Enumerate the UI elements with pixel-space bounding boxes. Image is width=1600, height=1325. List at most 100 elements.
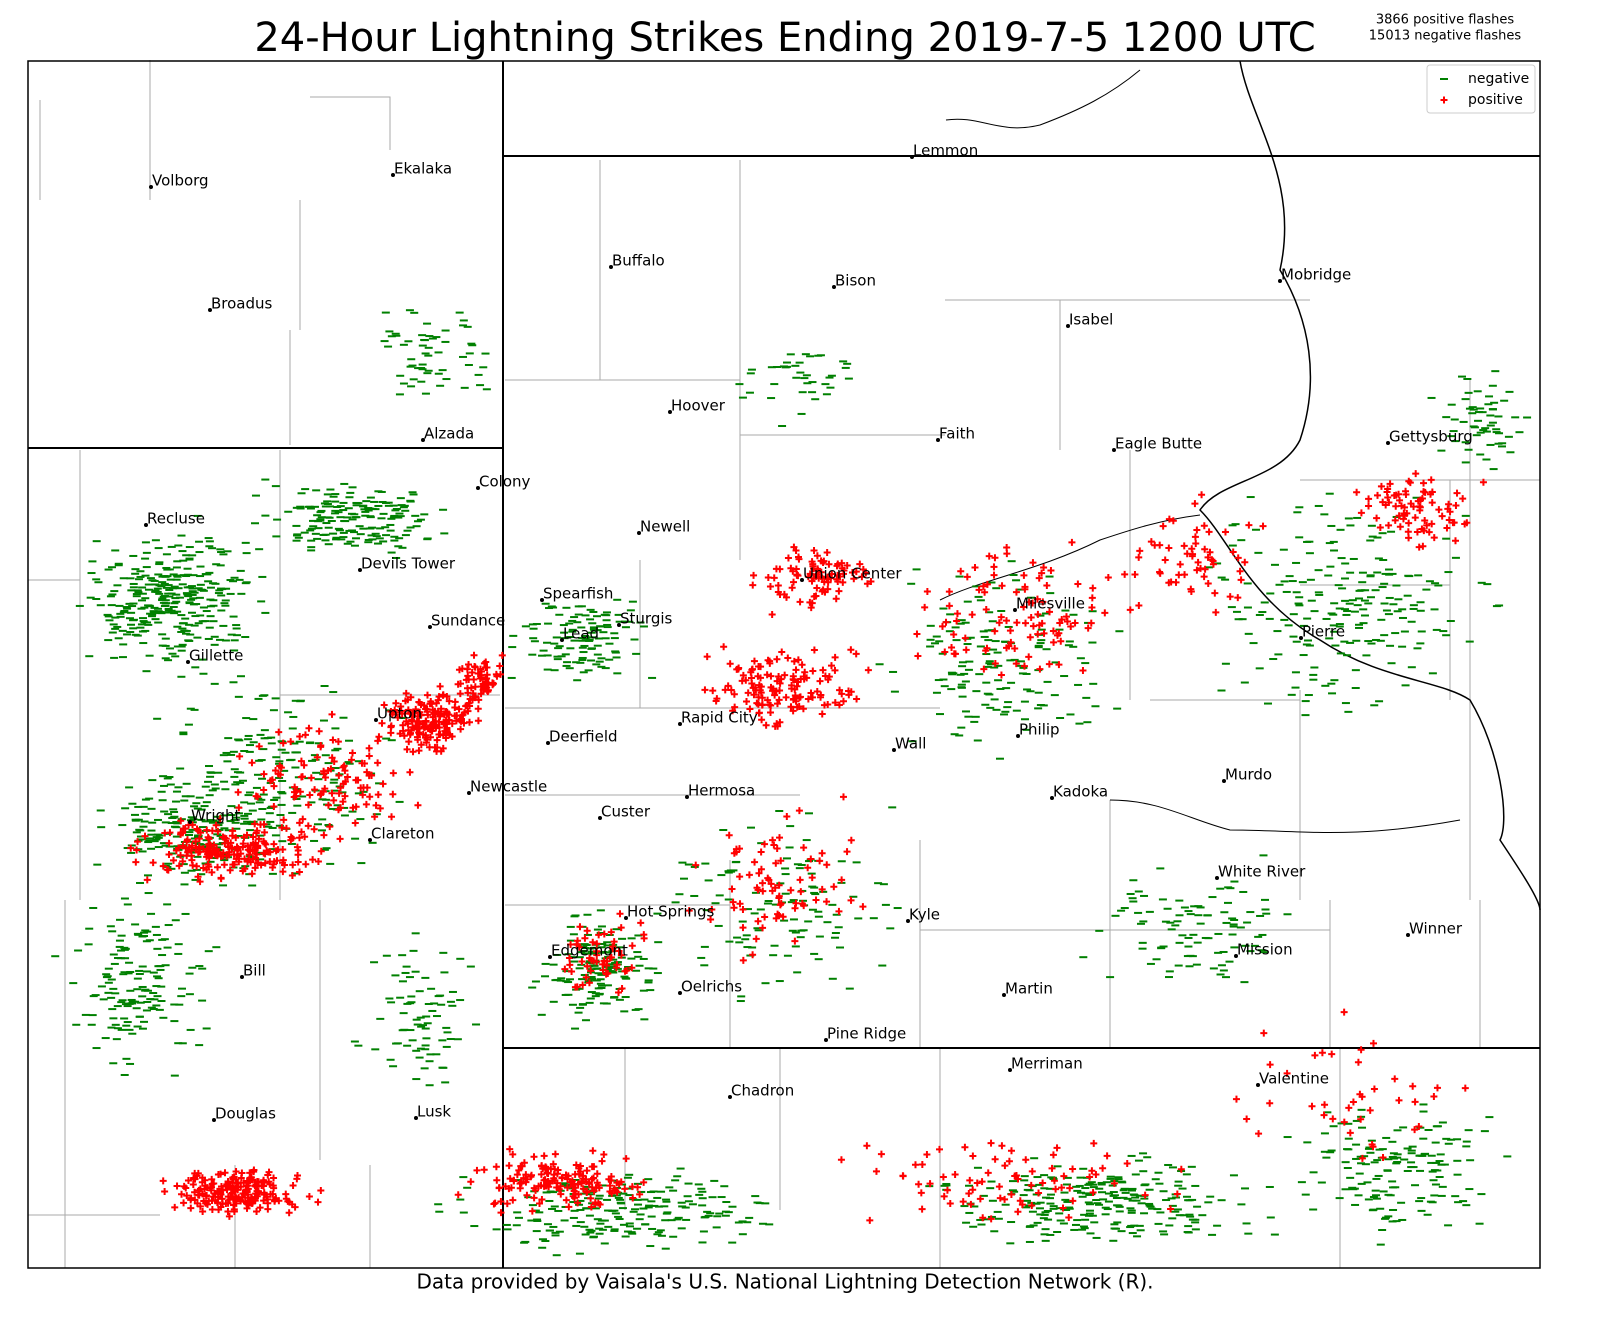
negative-flash [624,965,633,968]
negative-flash [1241,944,1250,947]
negative-flash [678,1205,687,1208]
positive-flash [807,855,815,863]
positive-flash [1345,1104,1353,1112]
negative-flash [543,1223,552,1226]
negative-flash [337,538,346,541]
negative-flash [141,929,150,932]
negative-flash [1309,673,1318,676]
positive-flash [758,716,766,724]
negative-flash [634,934,643,937]
city-label: Isabel [1069,311,1113,329]
negative-flash [428,337,437,340]
positive-flash [759,879,767,887]
positive-flash [1415,1123,1423,1131]
negative-flash [217,587,226,590]
negative-flash [174,943,183,946]
negative-flash [126,989,135,992]
negative-flash [1407,1161,1416,1164]
negative-flash [198,843,207,846]
negative-flash [1423,1213,1432,1216]
negative-flash [425,335,434,338]
negative-flash [394,545,403,548]
negative-flash [717,1196,726,1199]
negative-flash [187,611,196,614]
negative-flash [636,621,645,624]
positive-flash [1445,500,1453,508]
negative-flash [746,826,755,829]
negative-flash [127,623,136,626]
positive-flash [1187,588,1195,596]
negative-flash [1123,1197,1132,1200]
positive-flash [530,1153,538,1161]
negative-flash [345,496,354,499]
negative-flash [119,611,128,614]
negative-flash [179,733,188,736]
negative-flash [585,1228,594,1231]
positive-flash [599,966,607,974]
negative-flash [307,801,316,804]
negative-flash [396,497,405,500]
negative-flash [1289,613,1298,616]
negative-flash [101,1037,110,1040]
negative-flash [181,912,190,915]
city-dot [476,486,480,490]
negative-flash [980,635,989,638]
city-label: Hoover [671,397,726,415]
map-title: 24-Hour Lightning Strikes Ending 2019-7-… [254,15,1315,61]
negative-flash [313,537,322,540]
negative-flash [1165,970,1174,973]
positive-flash [239,867,247,875]
negative-flash [1409,607,1418,610]
negative-flash [1266,592,1275,595]
negative-flash [226,592,235,595]
negative-flash [153,975,162,978]
city-label: Alzada [424,425,474,443]
negative-flash [1476,431,1485,434]
negative-flash [1106,1175,1115,1178]
negative-flash [1089,1183,1098,1186]
negative-flash [1432,628,1441,631]
negative-flash [541,602,550,605]
negative-flash [1000,713,1009,716]
negative-flash [259,793,268,796]
negative-flash [565,622,574,625]
positive-flash [269,1190,277,1198]
negative-flash [575,967,584,970]
negative-flash [152,933,161,936]
positive-flash [177,830,185,838]
negative-flash [1036,614,1045,617]
positive-flash [276,771,284,779]
city-dot [1066,324,1070,328]
positive-flash [852,568,860,576]
positive-flash [264,1199,272,1207]
negative-flash [131,1000,140,1003]
positive-flash [1404,528,1412,536]
positive-flash [219,1186,227,1194]
positive-flash [942,618,950,626]
negative-flash [129,618,138,621]
negative-flash [639,957,648,960]
positive-flash [757,865,765,873]
negative-flash [841,366,850,369]
negative-flash [119,577,128,580]
negative-flash [701,862,710,865]
negative-flash [1095,1187,1104,1190]
negative-flash [308,519,317,522]
negative-flash [1360,614,1369,617]
negative-flash [193,636,202,639]
negative-flash [750,912,759,915]
positive-flash [1402,487,1410,495]
positive-flash [415,747,423,755]
negative-flash [416,1047,425,1050]
negative-flash [1217,1199,1226,1202]
positive-flash [321,785,329,793]
negative-flash [182,782,191,785]
positive-flash [166,829,174,837]
negative-flash [1136,922,1145,925]
negative-flash [957,619,966,622]
negative-flash [229,750,238,753]
negative-flash [268,826,277,829]
negative-flash [786,825,795,828]
positive-flash [788,584,796,592]
negative-flash [1461,514,1470,517]
